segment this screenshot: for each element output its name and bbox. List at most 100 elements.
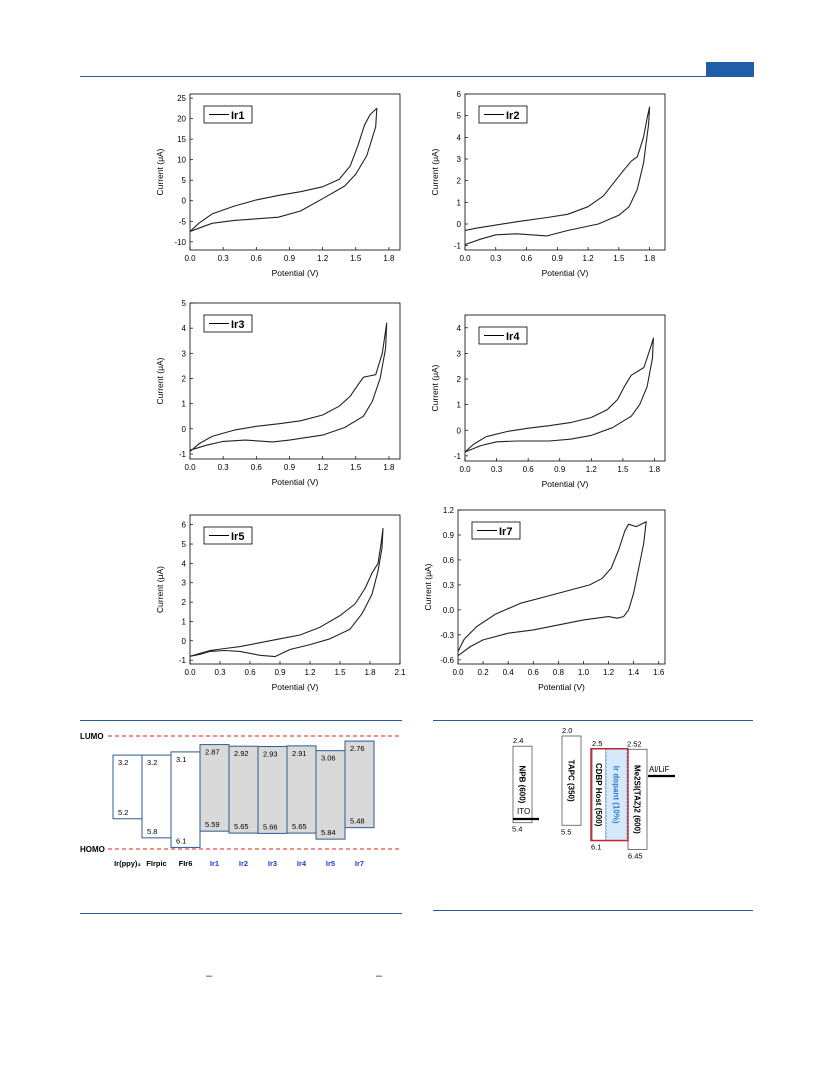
energy-bar bbox=[286, 745, 317, 834]
x-tick-label: 0.3 bbox=[218, 254, 230, 263]
x-tick-label: 0.6 bbox=[521, 254, 533, 263]
x-axis-label: Potential (V) bbox=[542, 268, 589, 278]
x-tick-label: 0.4 bbox=[503, 668, 515, 677]
x-tick-label: 0.3 bbox=[491, 465, 503, 474]
layer-lumo-label: 2.5 bbox=[592, 739, 602, 748]
y-tick-label: -5 bbox=[179, 217, 187, 226]
x-tick-label: 1.5 bbox=[334, 668, 346, 677]
y-tick-label: 0 bbox=[457, 220, 462, 229]
x-tick-label: 0.9 bbox=[284, 254, 296, 263]
cv-curve bbox=[464, 337, 654, 453]
x-tick-label: 0.6 bbox=[244, 668, 256, 677]
energy-bar bbox=[315, 750, 346, 840]
device-structure-diagram: 2.4 5.4 NPB (600) 2.0 5.5 TAPC (350) 2.5 6.1 CDB… bbox=[505, 728, 680, 870]
x-tick-label: 0.3 bbox=[490, 254, 502, 263]
category-label: FIrpic bbox=[146, 859, 166, 868]
y-tick-label: 3 bbox=[182, 349, 187, 358]
lumo-value-label: 3.06 bbox=[321, 754, 336, 763]
category-label: Ir1 bbox=[210, 859, 219, 868]
bottom-rule-left bbox=[80, 913, 402, 914]
energy-bar bbox=[228, 745, 259, 834]
y-tick-label: -10 bbox=[174, 238, 186, 247]
plot-frame bbox=[189, 302, 401, 460]
y-tick-label: 1 bbox=[457, 401, 462, 410]
y-tick-label: 1 bbox=[182, 400, 187, 409]
y-tick-label: -1 bbox=[454, 242, 462, 251]
y-tick-label: 0.9 bbox=[443, 531, 455, 540]
legend-label: Ir7 bbox=[499, 526, 512, 538]
y-tick-label: 20 bbox=[177, 115, 186, 124]
emissive-layer-outline bbox=[590, 748, 629, 842]
x-tick-label: 0.0 bbox=[184, 463, 196, 472]
category-label: FIr6 bbox=[179, 859, 193, 868]
lumo-value-label: 3.2 bbox=[118, 758, 128, 767]
x-tick-label: 0.6 bbox=[251, 254, 263, 263]
plot-frame bbox=[189, 93, 401, 251]
homo-value-label: 5.2 bbox=[118, 808, 128, 817]
x-tick-label: 1.8 bbox=[383, 254, 395, 263]
category-label: Ir(ppy)₃ bbox=[114, 859, 141, 868]
y-tick-label: 1 bbox=[457, 198, 462, 207]
cv-chart-ir1: 0.0 0.3 0.6 0.9 1.2 1.5 1.8 -10 -5 0 5 10 15 20 25 Pote… bbox=[150, 88, 410, 282]
homo-value-label: 6.1 bbox=[176, 836, 186, 845]
y-axis-label: Current (μA) bbox=[155, 357, 165, 404]
bottom-mark-left: – bbox=[206, 970, 213, 982]
x-tick-label: 1.5 bbox=[617, 465, 629, 474]
energy-bar bbox=[199, 744, 230, 832]
y-tick-label: 4 bbox=[457, 324, 462, 333]
x-tick-label: 1.2 bbox=[317, 254, 329, 263]
cv-curve bbox=[189, 322, 388, 452]
x-tick-label: 1.2 bbox=[583, 254, 595, 263]
device-layer bbox=[512, 745, 533, 824]
x-tick-label: 1.5 bbox=[613, 254, 625, 263]
y-tick-label: 0 bbox=[182, 197, 187, 206]
energy-level-diagram: LUMO HOMO 3.2 5.2 Ir(ppy)₃ 3.2 5.8 FIrpic 3.1 6.1… bbox=[78, 728, 402, 874]
energy-bar bbox=[170, 751, 201, 848]
homo-value-label: 5.65 bbox=[234, 822, 249, 831]
y-axis-label: Current (μA) bbox=[423, 563, 433, 610]
lumo-value-label: 3.2 bbox=[147, 758, 157, 767]
y-axis-label: Current (μA) bbox=[155, 148, 165, 195]
y-tick-label: 5 bbox=[182, 176, 187, 185]
x-tick-label: 0.8 bbox=[553, 668, 565, 677]
layer-homo-label: 6.45 bbox=[628, 851, 643, 860]
cv-svg: 0.0 0.3 0.6 0.9 1.2 1.5 1.8 -10 -5 0 5 10 15 20 25 Pote… bbox=[155, 93, 401, 278]
cv-curve bbox=[464, 106, 651, 246]
layer-lumo-label: 2.0 bbox=[562, 728, 572, 735]
y-tick-label: 1 bbox=[182, 617, 187, 626]
lumo-value-label: 3.1 bbox=[176, 755, 186, 764]
energy-svg: LUMO HOMO 3.2 5.2 Ir(ppy)₃ 3.2 5.8 FIrpic 3.1 6.1… bbox=[80, 732, 400, 868]
x-tick-label: 0.9 bbox=[554, 465, 566, 474]
x-tick-label: 0.0 bbox=[184, 254, 196, 263]
x-axis-label: Potential (V) bbox=[272, 268, 319, 278]
bottom-rule-right bbox=[433, 910, 753, 911]
x-tick-label: 0.9 bbox=[284, 463, 296, 472]
x-tick-label: 1.2 bbox=[586, 465, 598, 474]
cv-svg: 0.0 0.3 0.6 0.9 1.2 1.5 1.8 2.1 -1 0 1 2 3 4 5 6 Potenti… bbox=[155, 514, 406, 692]
cathode-label: Al/LiF bbox=[649, 765, 670, 774]
ito-label: ITO bbox=[517, 807, 530, 816]
y-tick-label: 10 bbox=[177, 156, 186, 165]
x-tick-label: 0.0 bbox=[459, 465, 471, 474]
x-axis-label: Potential (V) bbox=[272, 682, 319, 692]
category-label: Ir5 bbox=[326, 859, 335, 868]
cv-chart-ir7: 0.0 0.2 0.4 0.6 0.8 1.0 1.2 1.4 1.6 -0.6 -0.3 0.0 0.… bbox=[418, 504, 675, 696]
y-tick-label: 6 bbox=[182, 521, 187, 530]
lumo-label: LUMO bbox=[80, 732, 104, 741]
device-layer bbox=[561, 735, 582, 826]
energy-bar bbox=[257, 746, 288, 834]
x-tick-label: 0.6 bbox=[251, 463, 263, 472]
x-axis-label: Potential (V) bbox=[542, 479, 589, 489]
y-tick-label: 3 bbox=[182, 579, 187, 588]
x-tick-label: 1.4 bbox=[628, 668, 640, 677]
y-tick-label: 2 bbox=[457, 375, 462, 384]
homo-value-label: 5.48 bbox=[350, 817, 365, 826]
y-tick-label: -1 bbox=[179, 656, 187, 665]
y-tick-label: 0 bbox=[457, 426, 462, 435]
lumo-value-label: 2.87 bbox=[205, 748, 220, 757]
x-tick-label: 1.8 bbox=[383, 463, 395, 472]
x-tick-label: 1.6 bbox=[653, 668, 665, 677]
x-tick-label: 0.9 bbox=[552, 254, 564, 263]
x-tick-label: 1.8 bbox=[649, 465, 661, 474]
legend-label: Ir3 bbox=[231, 319, 244, 331]
